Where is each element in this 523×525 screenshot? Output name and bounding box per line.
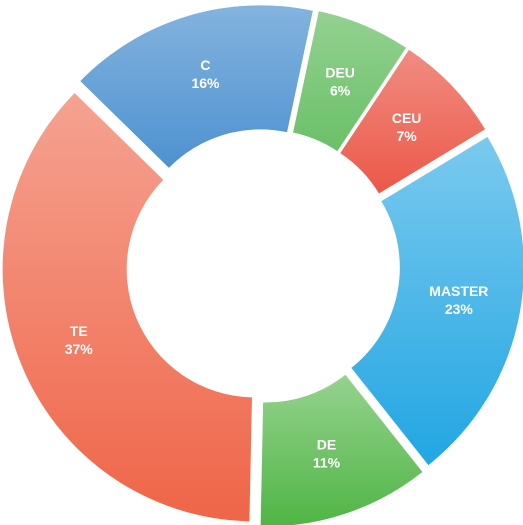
segment-shine xyxy=(340,49,486,194)
value-label: 7% xyxy=(397,128,418,144)
segment-shine xyxy=(293,11,406,152)
segment-label: DE xyxy=(317,436,336,452)
value-label: 23% xyxy=(445,301,474,317)
segment-label: C xyxy=(200,57,210,73)
segment-shine xyxy=(2,93,252,522)
segment-label: CEU xyxy=(392,110,422,126)
segment-label: DEU xyxy=(325,64,355,80)
segment-label: MASTER xyxy=(429,283,488,299)
segment-label: TE xyxy=(70,323,88,339)
value-label: 37% xyxy=(65,341,94,357)
value-label: 6% xyxy=(330,82,351,98)
value-label: 11% xyxy=(313,454,341,470)
value-label: 16% xyxy=(191,75,220,91)
segment-shine xyxy=(80,5,313,168)
segment-shine xyxy=(260,374,423,525)
segment-shine xyxy=(351,137,523,466)
